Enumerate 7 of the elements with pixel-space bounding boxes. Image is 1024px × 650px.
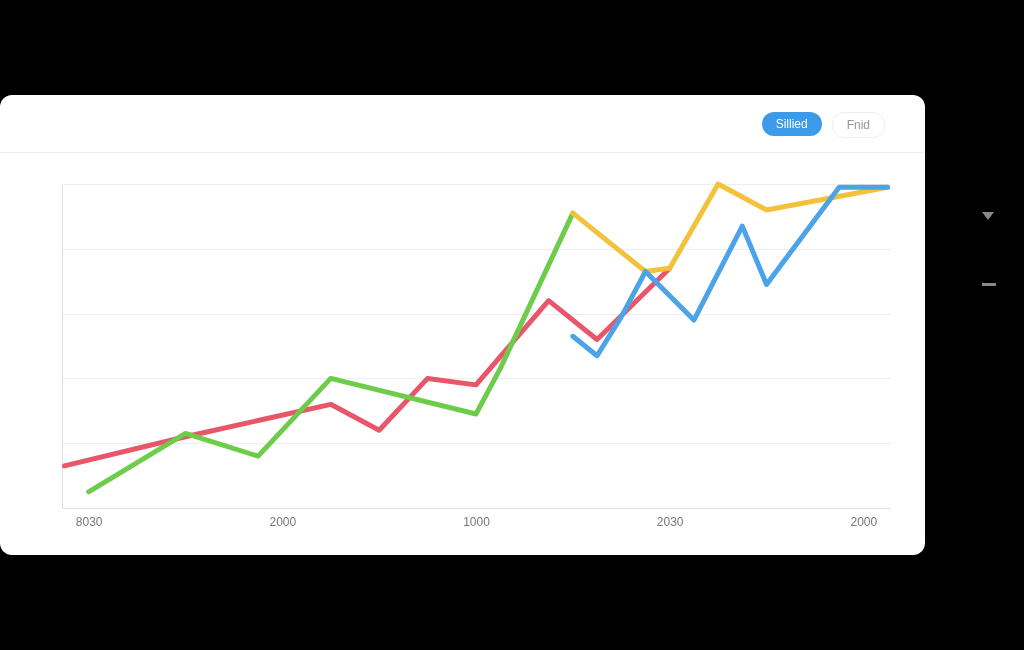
x-tick-label: 1000: [463, 514, 491, 529]
x-tick-label: 8030: [75, 514, 103, 529]
text: Sillied: [761, 112, 822, 136]
x-tick-label: 2000: [269, 514, 297, 529]
text: Fnid: [831, 112, 885, 138]
x-tick-label: 2030: [656, 514, 684, 529]
x-tick-label: 2000: [850, 514, 878, 529]
